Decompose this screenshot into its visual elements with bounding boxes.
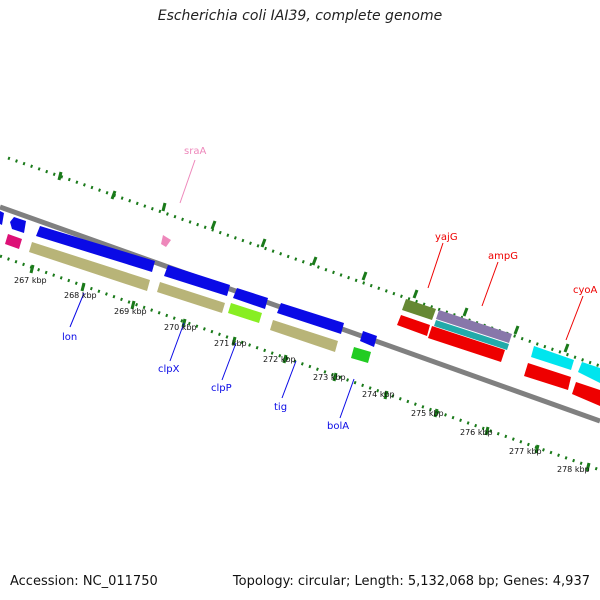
gene-arrow (0, 211, 4, 225)
gene-label-clpX: clpX (158, 364, 180, 375)
gene-label-cyoA: cyoA (573, 285, 598, 296)
gene-label-ampG: ampG (488, 251, 518, 262)
tick-label: 274 kbp (362, 390, 395, 399)
tick-label: 269 kbp (114, 307, 147, 316)
gene-bar-darkolive (402, 299, 436, 320)
gene-arrow-tig (277, 303, 344, 334)
accession-text: Accession: NC_011750 (10, 574, 158, 589)
outer-track-ticks (57, 171, 570, 353)
gene-label-lon: lon (62, 332, 77, 343)
map-title: Escherichia coli IAI39, complete genome (157, 8, 443, 24)
gene-bar-lime (228, 303, 262, 323)
gene-arrow-sraA (161, 235, 171, 247)
inner-dotted-track (0, 254, 600, 472)
gene-arrow-red (572, 382, 600, 406)
gene-bar-green (351, 347, 371, 363)
tick-label: 273 kbp (313, 373, 346, 382)
gene-bar-olive (29, 242, 150, 291)
tick-label: 271 kbp (214, 339, 247, 348)
gene-label-bolA: bolA (327, 421, 349, 432)
gene-bar-teal (434, 320, 509, 350)
gene-label-tig: tig (274, 402, 287, 413)
tick-label: 268 kbp (64, 291, 97, 300)
gene-bar-olive (157, 282, 225, 313)
gene-label-sraA: sraA (184, 146, 206, 157)
gene-arrow-magenta (5, 234, 22, 249)
gene-arrow-clpX (164, 265, 230, 296)
tick-label: 270 kbp (164, 323, 197, 332)
gene-arrow-red (428, 326, 505, 362)
gene-arrow-red (397, 315, 430, 336)
gene-bar-olive (270, 320, 338, 352)
gene-bar-cyan (578, 362, 600, 383)
topology-text: Topology: circular; Length: 5,132,068 bp… (232, 574, 590, 589)
gene-arrow-bolA (360, 331, 377, 347)
tick-label: 276 kbp (460, 428, 493, 437)
gene-bar-ampG-purple (436, 310, 512, 343)
gene-arrow-red (524, 363, 571, 390)
gene-arrow (10, 217, 26, 233)
tick-label: 278 kbp (557, 465, 590, 474)
gene-arrow-clpP (233, 288, 268, 309)
outer-dotted-track (7, 156, 600, 368)
gene-label-yajG: yajG (435, 232, 458, 243)
tick-label: 277 kbp (509, 447, 542, 456)
label-leaders (69, 159, 584, 419)
tick-label: 267 kbp (14, 276, 47, 285)
gene-arrow-lon (36, 226, 155, 272)
gene-label-clpP: clpP (211, 383, 232, 394)
gene-bar-cyan (531, 346, 574, 370)
tick-label: 275 kbp (411, 409, 444, 418)
tick-label: 272 kbp (263, 355, 296, 364)
